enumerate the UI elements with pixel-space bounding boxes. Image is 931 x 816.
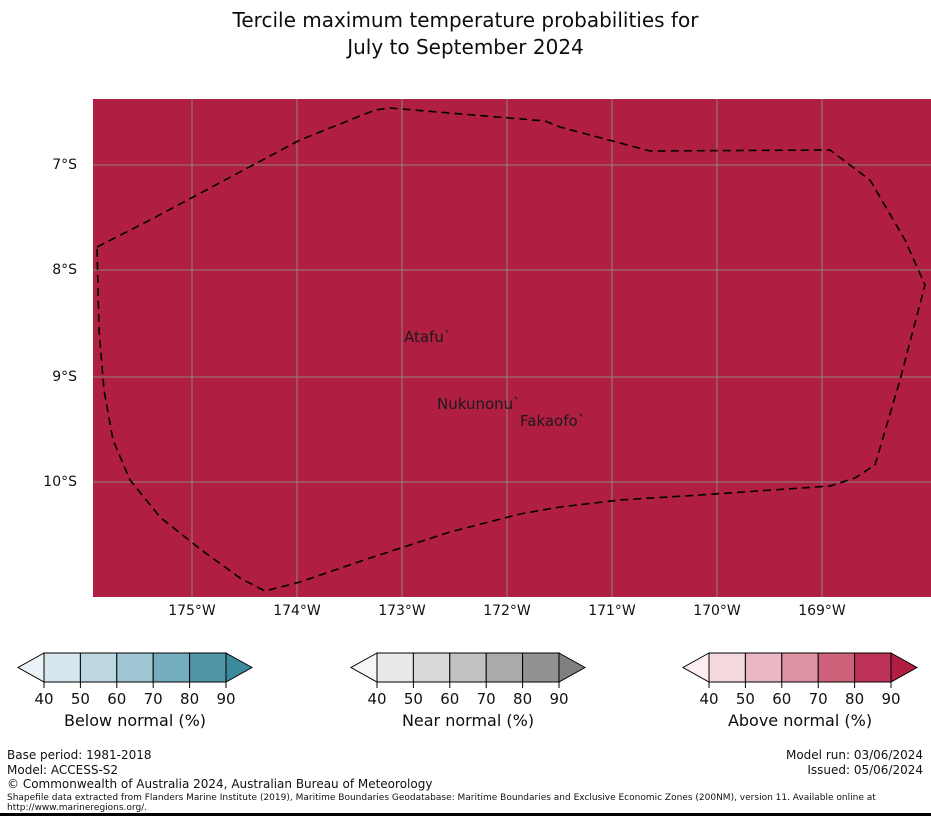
legend-title: Above normal (%) xyxy=(727,711,873,730)
legend-colorbar xyxy=(349,652,587,688)
legend-tick: 80 xyxy=(845,690,865,708)
legend-tick: 80 xyxy=(513,690,533,708)
legend-tick-labels: 40 50 60 70 80 90 xyxy=(16,689,254,708)
eez-boundary-line xyxy=(96,107,926,592)
shapefile-url-text: http://www.marineregions.org/. xyxy=(7,803,148,813)
place-label-atafu: Atafu` xyxy=(404,328,452,346)
legend-tick: 80 xyxy=(180,690,200,708)
legend-tick: 90 xyxy=(881,690,901,708)
lon-tick-label: 170°W xyxy=(693,603,741,619)
lon-tick-label: 169°W xyxy=(798,603,846,619)
place-label-fakaofo: Fakaofo` xyxy=(520,412,586,430)
legend-tick: 90 xyxy=(216,690,236,708)
legend-tick: 70 xyxy=(143,690,163,708)
footer-right: Model run: 03/06/2024 Issued: 05/06/2024 xyxy=(786,748,923,778)
legend-tick: 40 xyxy=(699,690,719,708)
legend-tick: 60 xyxy=(772,690,792,708)
legend-tick: 70 xyxy=(808,690,828,708)
footer-left: Base period: 1981-2018 Model: ACCESS-S2 xyxy=(7,748,152,778)
issued-text: Issued: 05/06/2024 xyxy=(807,763,923,777)
legend-tick: 90 xyxy=(549,690,569,708)
lat-tick-label: 8°S xyxy=(52,262,77,278)
lat-tick-label: 9°S xyxy=(52,369,77,385)
lon-tick-label: 171°W xyxy=(588,603,636,619)
lon-tick-label: 172°W xyxy=(483,603,531,619)
legend-tick: 60 xyxy=(440,690,460,708)
legend-tick: 50 xyxy=(403,690,423,708)
model-text: Model: ACCESS-S2 xyxy=(7,763,119,777)
legend-below-normal: 40 50 60 70 80 90 Below normal (%) xyxy=(16,652,254,730)
above-normal-fill-region xyxy=(93,99,931,597)
title-line-1: Tercile maximum temperature probabilitie… xyxy=(232,8,699,32)
lat-tick-label: 10°S xyxy=(43,474,77,490)
legend-colorbar xyxy=(681,652,919,688)
legend-tick-labels: 40 50 60 70 80 90 xyxy=(349,689,587,708)
legend-tick-labels: 40 50 60 70 80 90 xyxy=(681,689,919,708)
copyright-text: © Commonwealth of Australia 2024, Austra… xyxy=(7,777,433,791)
page-title: Tercile maximum temperature probabilitie… xyxy=(0,7,931,61)
legend-tick: 70 xyxy=(476,690,496,708)
bottom-border xyxy=(0,813,931,816)
base-period-text: Base period: 1981-2018 xyxy=(7,748,152,762)
legend-tick: 50 xyxy=(70,690,90,708)
legend-colorbar xyxy=(16,652,254,688)
legend-tick: 60 xyxy=(107,690,127,708)
lon-tick-label: 174°W xyxy=(273,603,321,619)
lat-tick-label: 7°S xyxy=(52,157,77,173)
grid-lines xyxy=(93,99,931,597)
legend-near-normal: 40 50 60 70 80 90 Near normal (%) xyxy=(349,652,587,730)
legend-tick: 50 xyxy=(735,690,755,708)
title-line-2: July to September 2024 xyxy=(347,35,584,59)
lon-tick-label: 173°W xyxy=(378,603,426,619)
legend-title: Near normal (%) xyxy=(401,711,535,730)
legend-title: Below normal (%) xyxy=(63,711,207,730)
lon-tick-label: 175°W xyxy=(168,603,216,619)
shapefile-attribution-text: Shapefile data extracted from Flanders M… xyxy=(7,793,876,803)
legend-above-normal: 40 50 60 70 80 90 Above normal (%) xyxy=(681,652,919,730)
legend-tick: 40 xyxy=(367,690,387,708)
model-run-text: Model run: 03/06/2024 xyxy=(785,748,923,762)
legend-tick: 40 xyxy=(34,690,54,708)
place-label-nukunonu: Nukunonu` xyxy=(437,395,521,413)
probability-map xyxy=(93,99,931,597)
map-area: Atafu` Nukunonu` Fakaofo` xyxy=(93,99,931,597)
